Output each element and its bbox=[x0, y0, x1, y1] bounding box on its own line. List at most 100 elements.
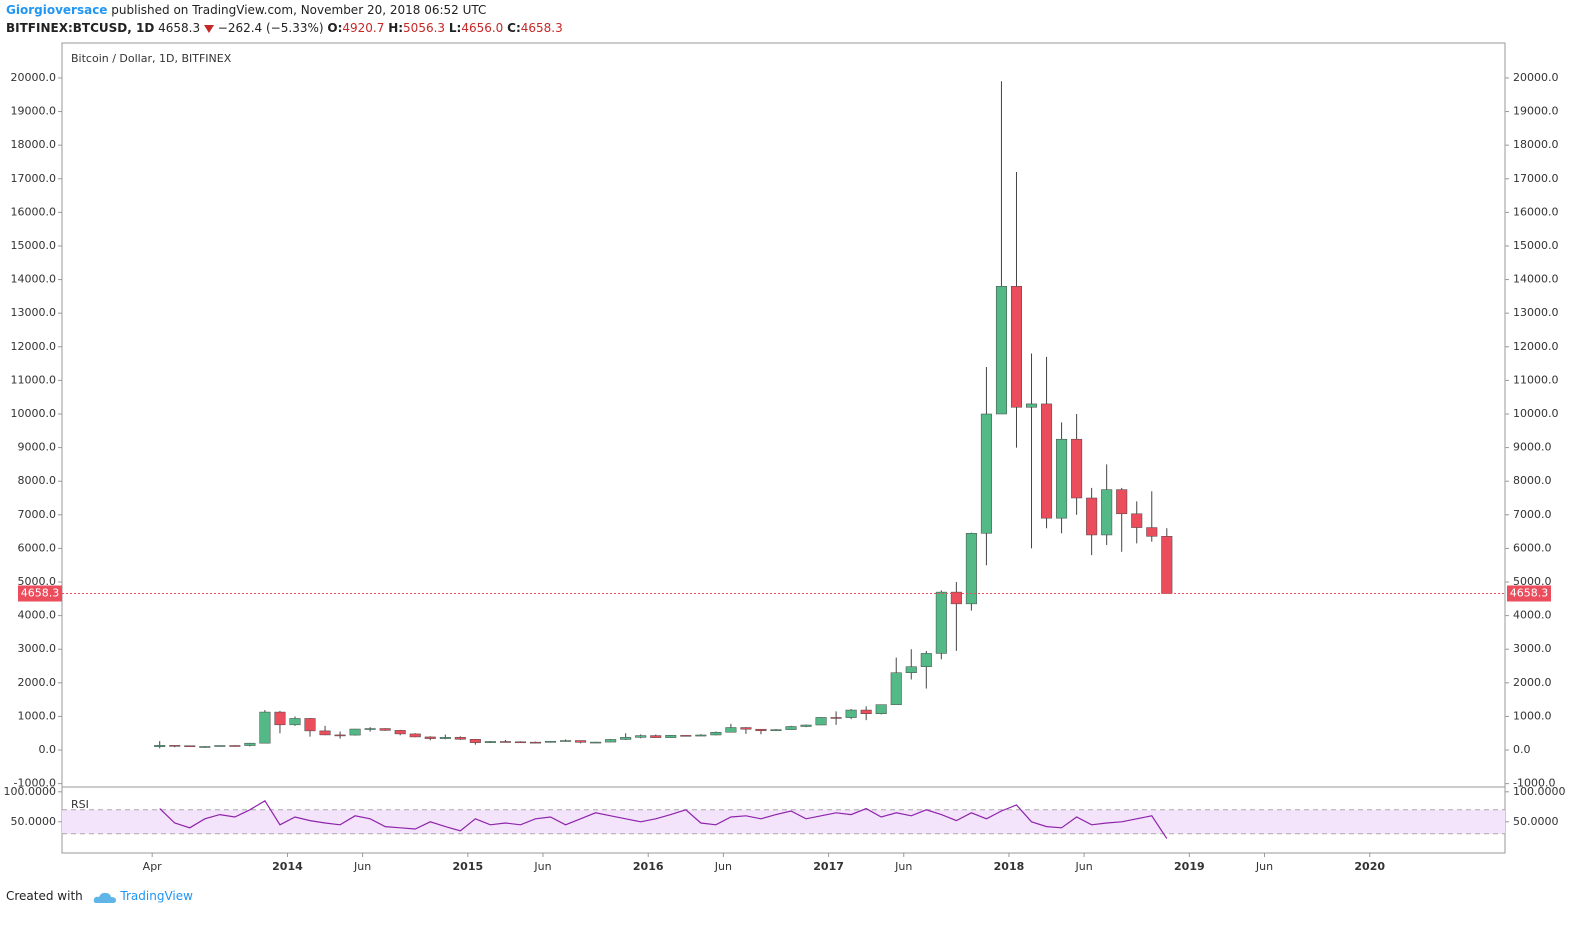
candle-body bbox=[575, 740, 587, 743]
candle-body bbox=[860, 709, 872, 714]
y-tick-label: 20000.0 bbox=[11, 71, 57, 84]
y-tick-label: 100.0000 bbox=[4, 785, 57, 798]
low-label: L: bbox=[448, 21, 462, 35]
x-tick-label: Jun bbox=[714, 860, 732, 873]
y-tick-label: 11000.0 bbox=[11, 373, 57, 386]
candle-body bbox=[770, 729, 782, 732]
candle-body bbox=[980, 413, 992, 534]
candle-body bbox=[514, 741, 526, 744]
candle-body bbox=[454, 737, 466, 740]
y-tick-label: 8000.0 bbox=[18, 474, 57, 487]
candle-body bbox=[199, 746, 211, 748]
y-tick-label: 3000.0 bbox=[18, 642, 57, 655]
candle-body bbox=[364, 728, 376, 730]
y-tick-label: 12000.0 bbox=[1513, 340, 1559, 353]
candle-body bbox=[725, 727, 737, 733]
candle-body bbox=[710, 731, 722, 736]
x-tick-label: Jun bbox=[894, 860, 912, 873]
candle-body bbox=[650, 735, 662, 738]
y-tick-label: 14000.0 bbox=[11, 273, 57, 286]
y-tick-label: 50.0000 bbox=[1513, 815, 1559, 828]
candle-body bbox=[409, 733, 421, 738]
candle-body bbox=[259, 711, 271, 744]
last-price-tag bbox=[18, 585, 62, 602]
candle-body bbox=[935, 591, 947, 654]
candle-body bbox=[845, 709, 857, 718]
candle-body bbox=[394, 730, 406, 735]
brand[interactable]: TradingView bbox=[120, 889, 193, 903]
candle-body bbox=[484, 741, 496, 743]
y-tick-label: 9000.0 bbox=[18, 441, 57, 454]
y-tick-label: 9000.0 bbox=[1513, 441, 1552, 454]
candle-body bbox=[785, 726, 797, 730]
candle-body bbox=[244, 742, 256, 746]
candle-body bbox=[349, 728, 361, 736]
candle-body bbox=[334, 734, 346, 737]
candle-body bbox=[1041, 403, 1053, 519]
candle-body bbox=[680, 735, 692, 737]
y-tick-label: 6000.0 bbox=[18, 541, 57, 554]
rsi-line bbox=[159, 799, 1168, 839]
candle-body bbox=[695, 734, 707, 737]
y-tick-label: 14000.0 bbox=[1513, 273, 1559, 286]
candle-body bbox=[605, 739, 617, 743]
candle-body bbox=[499, 741, 511, 743]
x-tick-label: 2017 bbox=[813, 860, 844, 873]
y-tick-label: 7000.0 bbox=[1513, 508, 1552, 521]
x-tick-label: 2016 bbox=[633, 860, 664, 873]
y-tick-label: 12000.0 bbox=[11, 340, 57, 353]
y-tick-label: 15000.0 bbox=[11, 239, 57, 252]
low: 4656.0 bbox=[461, 21, 504, 35]
x-tick-label: Jun bbox=[1075, 860, 1093, 873]
close-label: C: bbox=[507, 21, 521, 35]
candle-body bbox=[1146, 527, 1158, 537]
y-tick-label: 15000.0 bbox=[1513, 239, 1559, 252]
candle-body bbox=[214, 745, 226, 747]
candle-body bbox=[590, 741, 602, 744]
x-tick-label: 2018 bbox=[994, 860, 1025, 873]
down-arrow bbox=[203, 25, 214, 33]
candle-body bbox=[1026, 403, 1038, 408]
y-tick-label: 4000.0 bbox=[1513, 609, 1552, 622]
last-price-tag bbox=[1507, 585, 1551, 602]
candle-body bbox=[635, 735, 647, 738]
candle-body bbox=[1116, 489, 1128, 515]
y-tick-label: 16000.0 bbox=[1513, 205, 1559, 218]
chart: Bitcoin / Dollar, 1D, BITFINEX RSI Apr 20… bbox=[4, 42, 1566, 873]
x-tick-label: 2020 bbox=[1354, 860, 1385, 873]
candle-body bbox=[1101, 489, 1113, 536]
candle-body bbox=[184, 745, 196, 748]
last-price-label: 4658.3 bbox=[21, 586, 60, 599]
y-tick-label: -1000.0 bbox=[1513, 777, 1555, 790]
candle-body bbox=[950, 591, 962, 605]
author[interactable]: Giorgioversace bbox=[6, 3, 108, 17]
y-tick-label: 10000.0 bbox=[11, 407, 57, 420]
y-tick-label: 0.0 bbox=[1513, 743, 1531, 756]
plot-frame bbox=[61, 42, 1506, 854]
candle-body bbox=[529, 741, 541, 744]
candle-body bbox=[439, 737, 451, 739]
candle-body bbox=[620, 737, 632, 740]
candle-body bbox=[289, 718, 301, 726]
y-tick-label: 1000.0 bbox=[18, 709, 57, 722]
y-tick-label: 8000.0 bbox=[1513, 474, 1552, 487]
candle-body bbox=[469, 739, 481, 743]
y-tick-label: 16000.0 bbox=[11, 205, 57, 218]
candle-body bbox=[154, 745, 166, 747]
y-tick-label: 1000.0 bbox=[1513, 709, 1552, 722]
open: 4920.7 bbox=[342, 21, 385, 35]
candle-body bbox=[665, 735, 677, 738]
footer: Created with TradingView bbox=[6, 889, 193, 904]
rsi-label: RSI bbox=[71, 798, 89, 811]
rsi-band bbox=[62, 809, 1505, 834]
y-tick-label: 19000.0 bbox=[11, 105, 57, 118]
candle-body bbox=[1056, 438, 1068, 519]
candle-body bbox=[830, 717, 842, 719]
candle-body bbox=[800, 724, 812, 727]
y-tick-label: 2000.0 bbox=[1513, 676, 1552, 689]
candle-body bbox=[965, 533, 977, 605]
x-tick-label: 2015 bbox=[453, 860, 484, 873]
close: 4658.3 bbox=[520, 21, 563, 35]
candle-body bbox=[229, 745, 241, 747]
candle-body bbox=[379, 728, 391, 731]
